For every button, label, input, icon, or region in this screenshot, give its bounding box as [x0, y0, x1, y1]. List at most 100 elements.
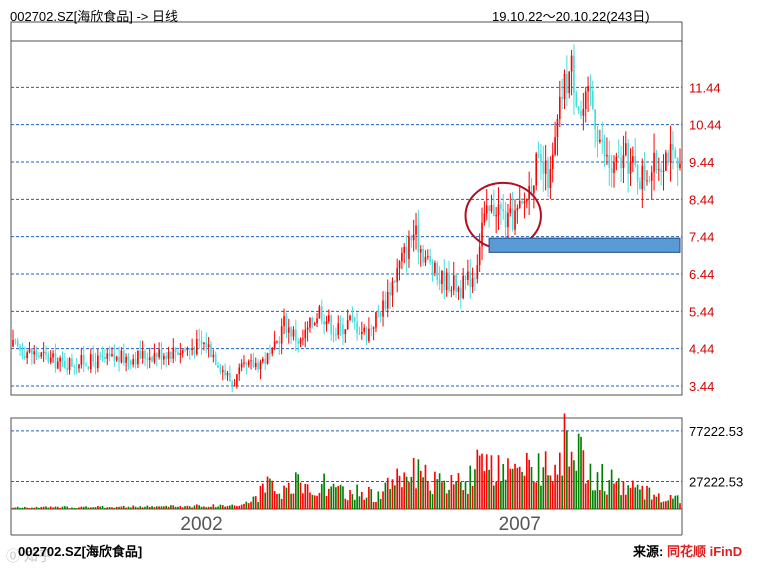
volume-bar	[483, 471, 486, 509]
volume-bar	[170, 505, 172, 509]
candle-body	[193, 349, 196, 355]
volume-bar	[391, 479, 394, 509]
volume-bar	[455, 480, 457, 509]
volume-bar	[530, 467, 533, 509]
candle-body	[94, 361, 97, 369]
candle-body	[375, 312, 377, 328]
volume-bar	[236, 506, 238, 509]
candle-body	[533, 185, 535, 194]
candle-body	[613, 162, 615, 174]
candle-body	[563, 73, 566, 99]
volume-bar	[502, 463, 505, 509]
candle-body	[422, 249, 424, 263]
volume-bar	[243, 503, 245, 509]
volume-bar	[158, 506, 160, 509]
candle-body	[151, 357, 153, 362]
candle-body	[490, 204, 493, 212]
candle-body	[467, 271, 469, 280]
volume-bar	[542, 467, 545, 509]
volume-bar	[648, 487, 651, 509]
candle-body	[582, 108, 585, 116]
volume-bar	[196, 504, 198, 509]
candle-body	[287, 327, 290, 333]
candle-body	[23, 356, 26, 358]
candle-body	[632, 156, 634, 163]
volume-bar	[269, 478, 271, 509]
candle-body	[415, 225, 417, 235]
volume-bar	[401, 487, 403, 509]
candle-body	[386, 291, 389, 309]
candle-body	[229, 372, 231, 382]
volume-bar	[549, 475, 552, 509]
candle-body	[587, 86, 589, 92]
volume-bar	[556, 474, 559, 509]
candle-body	[667, 152, 670, 163]
volume-bar	[179, 505, 182, 509]
candle-body	[221, 370, 224, 372]
candle-body	[226, 372, 229, 376]
candle-body	[500, 204, 502, 209]
candle-body	[144, 350, 146, 359]
volume-bar	[92, 507, 94, 509]
volume-bar	[205, 507, 208, 509]
candle-body	[160, 349, 163, 360]
volume-bar	[627, 485, 629, 509]
candle-body	[483, 213, 486, 223]
candle-body	[368, 328, 370, 341]
candle-body	[410, 236, 413, 241]
candle-body	[391, 281, 394, 296]
volume-bar	[474, 469, 476, 509]
volume-bar	[563, 413, 566, 509]
candle-body	[125, 356, 127, 363]
volume-bar	[200, 506, 203, 509]
volume-bar	[294, 472, 297, 509]
footer-source: 来源: 同花顺 iFinD	[633, 541, 742, 560]
volume-bar	[655, 496, 658, 509]
candle-body	[271, 348, 274, 354]
footer-ticker: 002702.SZ[海欣食品]	[18, 544, 143, 559]
volume-bar	[419, 470, 422, 509]
volume-bar	[38, 507, 40, 509]
candle-body	[570, 55, 573, 72]
volume-bar	[106, 507, 109, 509]
volume-bar	[356, 484, 358, 509]
volume-bar	[144, 506, 146, 509]
price-tick-label: 5.44	[689, 304, 714, 319]
volume-bar	[582, 450, 585, 509]
candle-body	[332, 333, 335, 335]
volume-bar	[509, 468, 512, 509]
candle-body	[634, 156, 637, 165]
volume-bar	[28, 507, 31, 509]
candle-body	[45, 351, 47, 355]
volume-bar	[115, 506, 118, 509]
volume-bar	[320, 483, 323, 509]
candle-body	[497, 204, 500, 216]
volume-bar	[66, 506, 69, 509]
volume-bar	[443, 480, 446, 509]
volume-panel-frame	[10, 417, 683, 510]
volume-bar	[146, 505, 149, 509]
volume-bar	[245, 501, 248, 509]
candle-body	[224, 370, 226, 376]
volume-bar	[653, 494, 655, 509]
candle-body	[170, 352, 172, 359]
candle-body	[622, 155, 625, 169]
volume-bar	[240, 504, 243, 509]
candle-body	[290, 327, 292, 337]
volume-bar	[351, 494, 354, 509]
volume-bar	[603, 491, 606, 509]
candle-body	[172, 347, 175, 359]
volume-bar	[424, 464, 427, 509]
volume-bar	[148, 506, 151, 509]
candle-body	[599, 139, 601, 142]
candle-body	[544, 160, 547, 174]
candle-body	[674, 149, 677, 159]
watermark-text: ⓪ 知乎	[6, 548, 52, 564]
volume-bar	[99, 506, 102, 509]
volume-bar	[554, 464, 556, 509]
candle-body	[80, 355, 83, 365]
volume-bar	[254, 496, 257, 509]
candle-body	[504, 211, 507, 228]
candle-body	[358, 333, 361, 335]
volume-bar	[264, 492, 267, 509]
